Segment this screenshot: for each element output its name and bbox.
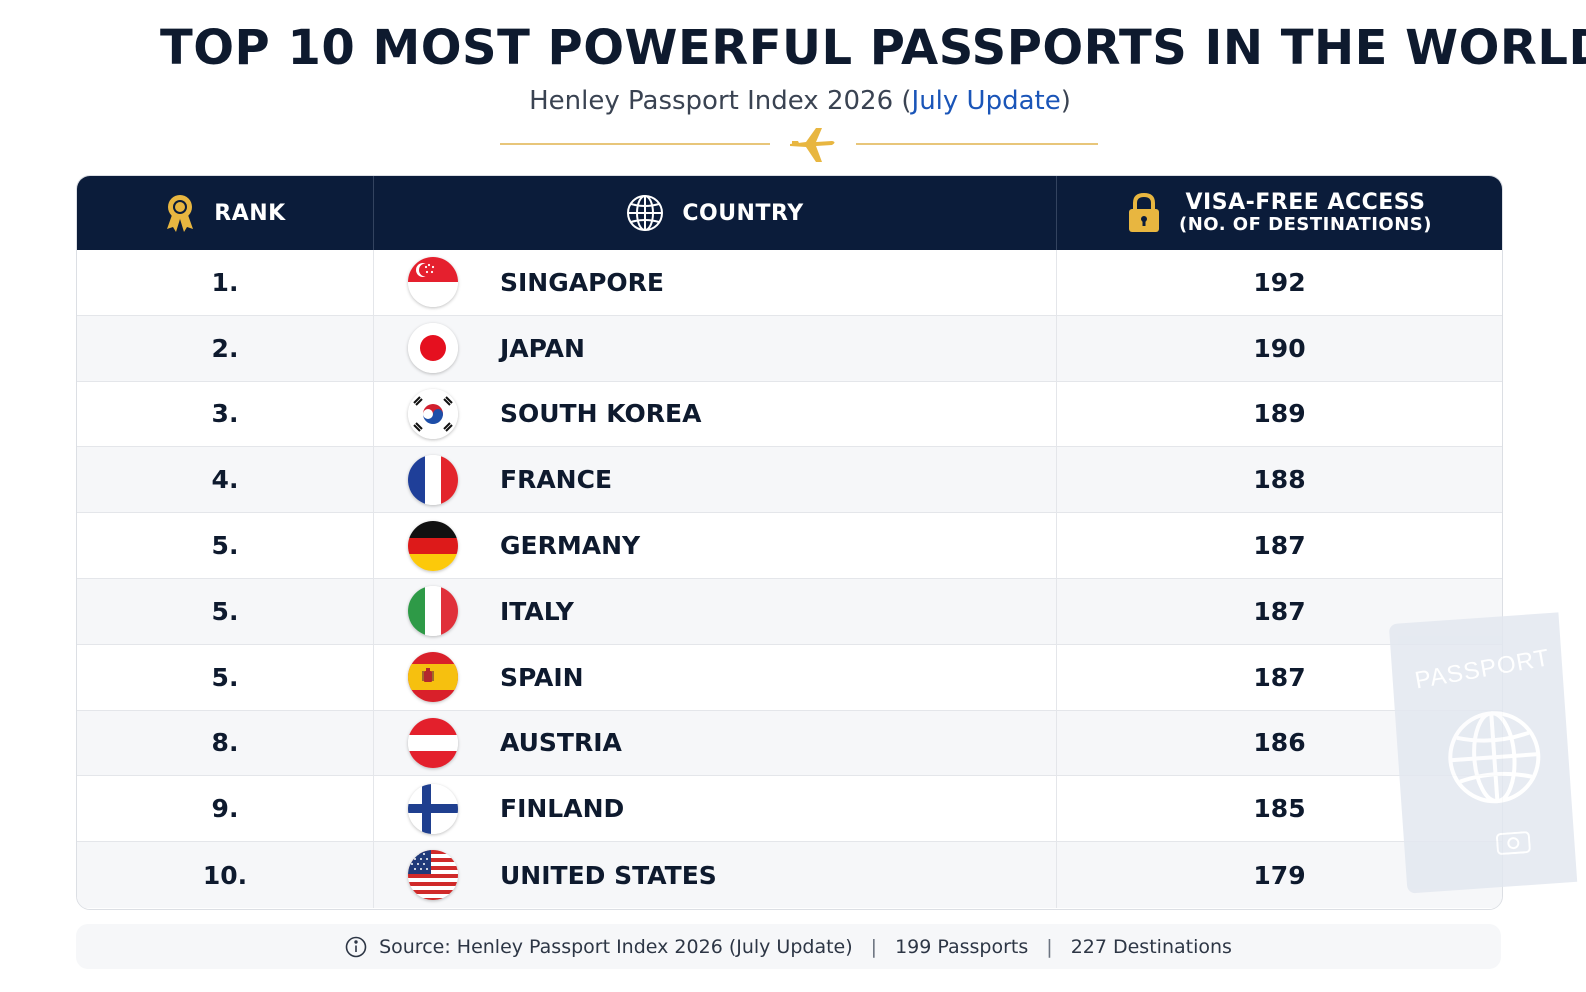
singapore-flag-icon bbox=[408, 257, 458, 308]
divider-right bbox=[856, 143, 1098, 145]
visa-count-cell: 186 bbox=[1253, 728, 1306, 758]
padlock-icon bbox=[1127, 192, 1161, 234]
country-name: GERMANY bbox=[500, 531, 641, 561]
passport-chip-icon bbox=[1495, 831, 1531, 855]
column-header-visa: VISA-FREE ACCESS (NO. OF DESTINATIONS) bbox=[1057, 176, 1502, 250]
country-header-label: COUNTRY bbox=[682, 200, 804, 226]
rank-cell: 9. bbox=[77, 776, 374, 842]
column-header-rank: RANK bbox=[77, 176, 374, 250]
visa-header-label: VISA-FREE ACCESS bbox=[1185, 190, 1426, 215]
rank-cell: 1. bbox=[77, 250, 374, 315]
table-row: 2. JAPAN 190 bbox=[77, 315, 1502, 382]
footer-source: Source: Henley Passport Index 2026 (July… bbox=[379, 935, 853, 958]
country-cell: ITALY bbox=[374, 578, 1057, 644]
country-cell: AUSTRIA bbox=[374, 710, 1057, 776]
passport-ranking-table: RANK COUNTRY bbox=[76, 175, 1503, 910]
page-title: TOP 10 MOST POWERFUL PASSPORTS IN THE WO… bbox=[160, 20, 1586, 76]
table-row: 5. ITALY 187 bbox=[77, 578, 1502, 645]
footer-separator: | bbox=[870, 935, 878, 958]
germany-flag-icon bbox=[408, 520, 458, 571]
visa-count-cell: 187 bbox=[1253, 596, 1306, 626]
visa-count-cell: 187 bbox=[1253, 662, 1306, 692]
visa-header-text: VISA-FREE ACCESS (NO. OF DESTINATIONS) bbox=[1179, 190, 1432, 236]
country-name: UNITED STATES bbox=[500, 860, 717, 890]
country-cell: FRANCE bbox=[374, 447, 1057, 513]
rank-cell: 2. bbox=[77, 315, 374, 381]
finland-flag-icon bbox=[408, 783, 458, 834]
info-icon bbox=[345, 936, 367, 958]
table-row: 10. UNITED STATES 179 bbox=[77, 842, 1502, 908]
country-name: FRANCE bbox=[500, 465, 613, 495]
country-cell: FINLAND bbox=[374, 776, 1057, 842]
table-header: RANK COUNTRY bbox=[77, 176, 1502, 250]
country-cell: JAPAN bbox=[374, 315, 1057, 381]
country-cell: SPAIN bbox=[374, 644, 1057, 710]
rank-cell: 5. bbox=[77, 644, 374, 710]
page-subtitle: Henley Passport Index 2026 (July Update) bbox=[0, 86, 1586, 116]
rank-cell: 10. bbox=[77, 842, 374, 908]
footer-separator: | bbox=[1046, 935, 1053, 958]
country-cell: SINGAPORE bbox=[374, 250, 1057, 315]
country-cell: UNITED STATES bbox=[374, 842, 1057, 908]
country-name: SINGAPORE bbox=[500, 267, 665, 297]
country-name: FINLAND bbox=[500, 794, 625, 824]
country-cell: SOUTH KOREA bbox=[374, 381, 1057, 447]
country-name: JAPAN bbox=[500, 333, 585, 363]
rank-cell: 8. bbox=[77, 710, 374, 776]
airplane-icon bbox=[788, 124, 838, 166]
country-name: SPAIN bbox=[500, 662, 584, 692]
table-row: 3. SOUTH KOREA 189 bbox=[77, 381, 1502, 448]
italy-flag-icon bbox=[408, 586, 458, 637]
visa-count-cell: 185 bbox=[1253, 794, 1306, 824]
passport-watermark-text: PASSPORT bbox=[1412, 644, 1552, 695]
table-row: 8. AUSTRIA 186 bbox=[77, 710, 1502, 777]
visa-count-cell: 179 bbox=[1253, 860, 1306, 890]
divider-left bbox=[500, 143, 770, 145]
country-name: AUSTRIA bbox=[500, 728, 622, 758]
table-row: 4. FRANCE 188 bbox=[77, 447, 1502, 514]
globe-icon bbox=[626, 194, 664, 232]
award-ribbon-icon bbox=[164, 193, 196, 233]
table-row: 1. SINGAPORE 192 bbox=[77, 250, 1502, 316]
country-cell: GERMANY bbox=[374, 513, 1057, 578]
country-name: ITALY bbox=[500, 596, 574, 626]
subtitle-highlight: July Update bbox=[911, 86, 1061, 116]
table-row: 5. SPAIN 187 bbox=[77, 644, 1502, 711]
column-header-country: COUNTRY bbox=[374, 176, 1057, 250]
usa-flag-icon bbox=[408, 850, 458, 901]
japan-flag-icon bbox=[408, 323, 458, 374]
table-body: 1. SINGAPORE 192 2. JAPAN 190 3. SOUTH KOREA 189… bbox=[77, 250, 1502, 908]
subtitle-end: ) bbox=[1060, 86, 1071, 116]
rank-cell: 4. bbox=[77, 447, 374, 513]
passport-globe-icon bbox=[1448, 711, 1541, 804]
visa-count-cell: 187 bbox=[1253, 531, 1306, 561]
rank-cell: 3. bbox=[77, 381, 374, 447]
table-row: 9. FINLAND 185 bbox=[77, 776, 1502, 843]
spain-flag-icon bbox=[408, 652, 458, 703]
footer-destinations: 227 Destinations bbox=[1070, 935, 1232, 958]
france-flag-icon bbox=[408, 454, 458, 505]
footer-passports: 199 Passports bbox=[895, 935, 1029, 958]
source-footer: Source: Henley Passport Index 2026 (July… bbox=[76, 924, 1501, 969]
passport-watermark: PASSPORT bbox=[1388, 612, 1578, 894]
visa-header-sublabel: (NO. OF DESTINATIONS) bbox=[1179, 214, 1432, 236]
austria-flag-icon bbox=[408, 717, 458, 768]
rank-cell: 5. bbox=[77, 578, 374, 644]
table-row: 5. GERMANY 187 bbox=[77, 513, 1502, 579]
visa-count-cell: 189 bbox=[1253, 399, 1306, 429]
visa-count-cell: 192 bbox=[1253, 267, 1306, 297]
rank-header-label: RANK bbox=[214, 200, 286, 226]
south-korea-flag-icon bbox=[408, 388, 458, 439]
subtitle-text: Henley Passport Index 2026 ( bbox=[529, 86, 912, 116]
visa-count-cell: 190 bbox=[1253, 333, 1306, 363]
rank-cell: 5. bbox=[77, 513, 374, 578]
visa-count-cell: 188 bbox=[1253, 465, 1306, 495]
country-name: SOUTH KOREA bbox=[500, 399, 702, 429]
